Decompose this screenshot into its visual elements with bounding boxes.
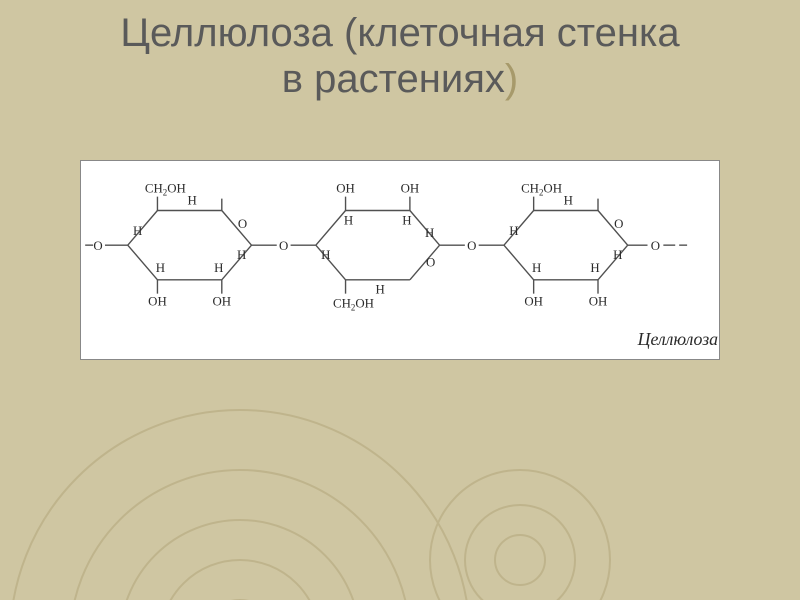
svg-text:OH: OH	[401, 182, 420, 196]
svg-text:OH: OH	[213, 295, 232, 309]
svg-text:OH: OH	[148, 295, 167, 309]
svg-text:CH2OH: CH2OH	[521, 182, 562, 198]
svg-text:O: O	[238, 217, 247, 231]
svg-text:H: H	[133, 224, 142, 238]
svg-text:CH2OH: CH2OH	[145, 182, 186, 198]
svg-text:H: H	[376, 283, 385, 297]
svg-text:H: H	[187, 194, 196, 208]
cellulose-structure: OOCH2OHHOHOHHHHHOCH2OHHOHOHHHHHOOCH2OHHO…	[81, 161, 719, 359]
chemical-structure-figure: OOCH2OHHOHOHHHHHOCH2OHHOHOHHHHHOOCH2OHHO…	[80, 160, 720, 360]
svg-text:H: H	[532, 261, 541, 275]
svg-text:O: O	[279, 239, 288, 253]
svg-text:H: H	[425, 226, 434, 240]
svg-text:OH: OH	[524, 295, 543, 309]
svg-text:H: H	[156, 261, 165, 275]
svg-text:O: O	[467, 239, 476, 253]
svg-text:O: O	[651, 239, 660, 253]
svg-text:H: H	[613, 248, 622, 262]
svg-text:O: O	[614, 217, 623, 231]
svg-text:O: O	[426, 255, 435, 269]
svg-text:H: H	[321, 248, 330, 262]
svg-text:H: H	[509, 224, 518, 238]
title-line1: Целлюлоза (клеточная стенка	[120, 11, 679, 55]
slide-title: Целлюлоза (клеточная стенка в растениях)	[0, 10, 800, 102]
svg-text:H: H	[590, 261, 599, 275]
title-close-paren: )	[505, 57, 518, 101]
svg-text:H: H	[214, 261, 223, 275]
svg-text:CH2OH: CH2OH	[333, 297, 374, 313]
svg-text:Целлюлоза: Целлюлоза	[637, 329, 719, 349]
slide: Целлюлоза (клеточная стенка в растениях)…	[0, 0, 800, 600]
svg-text:H: H	[344, 213, 353, 227]
svg-text:OH: OH	[589, 295, 608, 309]
svg-text:H: H	[564, 194, 573, 208]
title-line2: в растениях	[282, 57, 505, 101]
svg-text:H: H	[402, 213, 411, 227]
svg-text:H: H	[237, 248, 246, 262]
svg-text:O: O	[93, 239, 102, 253]
svg-text:OH: OH	[336, 182, 355, 196]
